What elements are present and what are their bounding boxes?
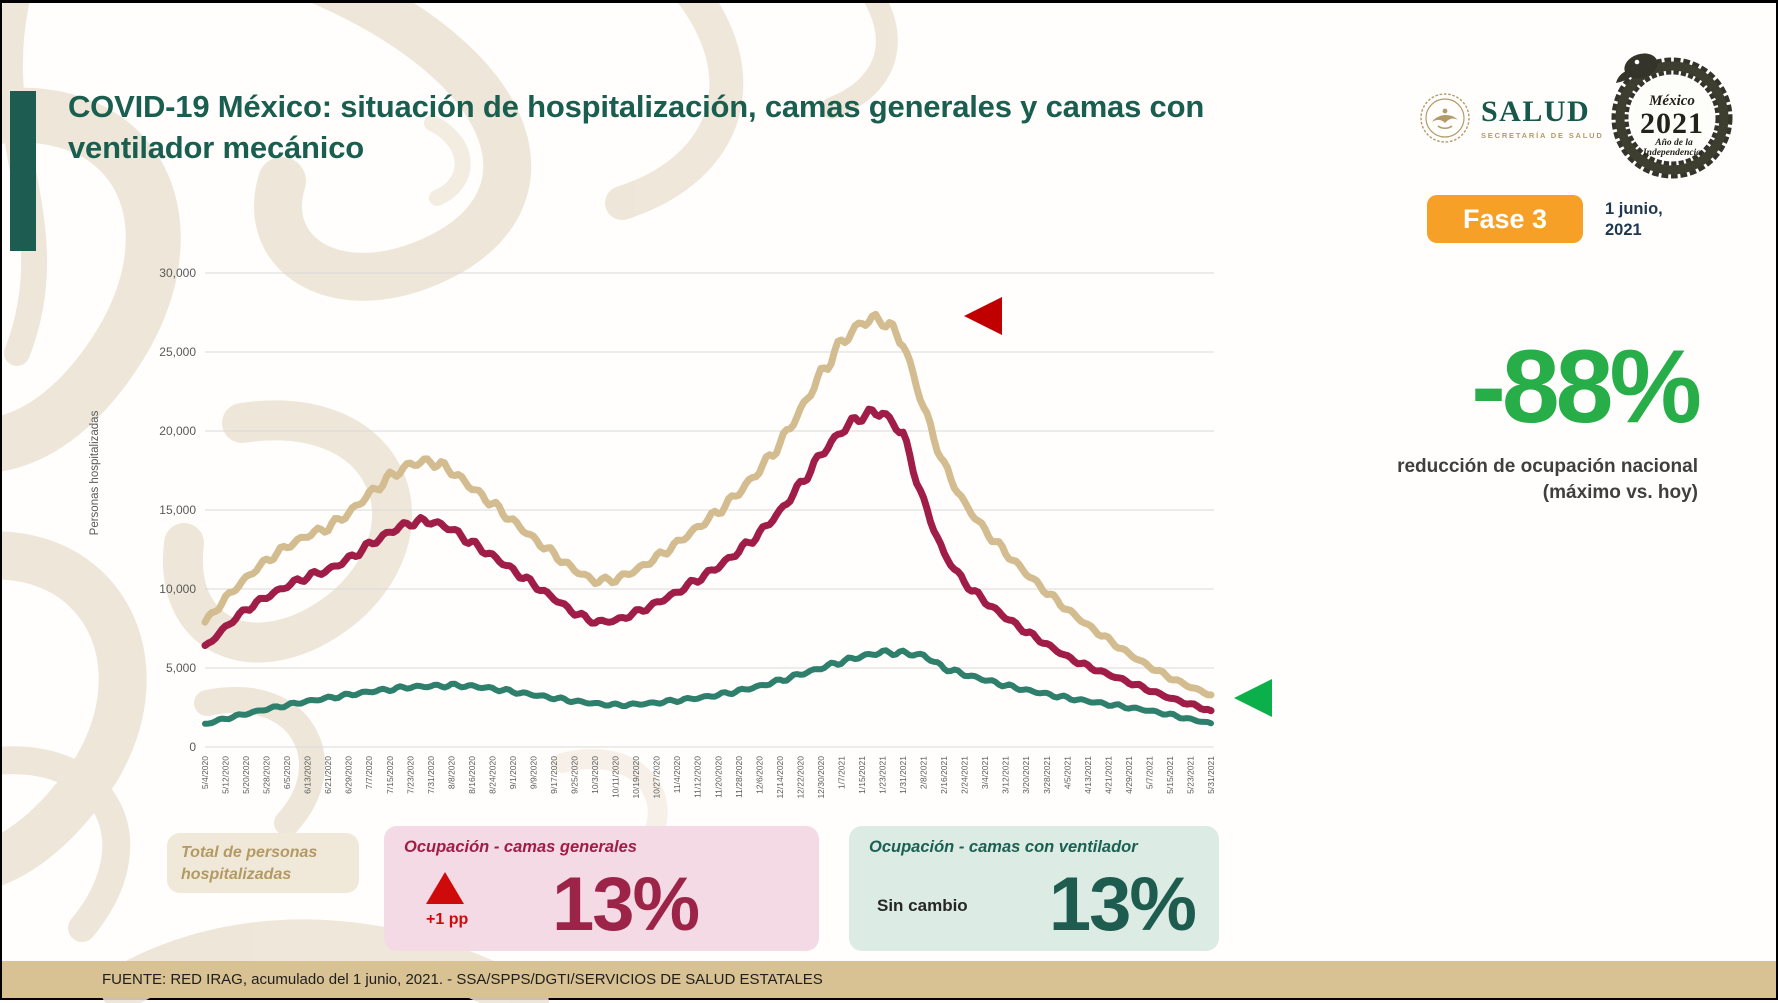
mexico-2021-line1: México xyxy=(1648,93,1695,109)
svg-text:9/1/2020: 9/1/2020 xyxy=(508,756,518,789)
svg-text:9/17/2020: 9/17/2020 xyxy=(549,756,559,794)
salud-eagle-emblem-icon xyxy=(1420,93,1470,143)
svg-text:12/6/2020: 12/6/2020 xyxy=(754,756,764,794)
report-date: 1 junio, 2021 xyxy=(1605,199,1663,240)
svg-text:0: 0 xyxy=(189,740,196,754)
svg-text:10/19/2020: 10/19/2020 xyxy=(631,756,641,799)
svg-text:5/28/2020: 5/28/2020 xyxy=(262,756,272,794)
svg-text:2/24/2021: 2/24/2021 xyxy=(960,756,970,794)
card-generales-change-label: +1 pp xyxy=(426,911,469,928)
salud-logo: SALUD SECRETARÍA DE SALUD xyxy=(1418,91,1604,145)
footer-source-text: FUENTE: RED IRAG, acumulado del 1 junio,… xyxy=(102,971,823,988)
max-arrow-icon xyxy=(964,297,1002,335)
svg-text:10/3/2020: 10/3/2020 xyxy=(590,756,600,794)
highlight-value: -88% xyxy=(1471,329,1702,445)
svg-text:5/12/2020: 5/12/2020 xyxy=(221,756,231,794)
svg-text:12/22/2020: 12/22/2020 xyxy=(795,756,805,799)
svg-text:6/21/2020: 6/21/2020 xyxy=(323,756,333,794)
svg-text:5/20/2020: 5/20/2020 xyxy=(241,756,251,794)
svg-text:2/16/2021: 2/16/2021 xyxy=(939,756,949,794)
svg-text:7/23/2020: 7/23/2020 xyxy=(405,756,415,794)
svg-text:3/28/2021: 3/28/2021 xyxy=(1042,756,1052,794)
svg-text:1/7/2021: 1/7/2021 xyxy=(836,756,846,789)
card-camas-generales: Ocupación - camas generales +1 pp 13% xyxy=(384,826,819,951)
svg-text:5,000: 5,000 xyxy=(166,661,196,675)
svg-text:9/9/2020: 9/9/2020 xyxy=(529,756,539,789)
svg-text:1/31/2021: 1/31/2021 xyxy=(898,756,908,794)
mexico-2021-logo: México 2021 Año de la Independencia xyxy=(1611,53,1733,179)
svg-text:3/12/2021: 3/12/2021 xyxy=(1001,756,1011,794)
card-camas-ventilador: Ocupación - camas con ventilador Sin cam… xyxy=(849,826,1219,951)
svg-text:7/15/2020: 7/15/2020 xyxy=(385,756,395,794)
svg-text:25,000: 25,000 xyxy=(159,345,196,359)
today-arrow-icon xyxy=(1234,679,1272,717)
salud-wordmark: SALUD xyxy=(1481,94,1591,128)
svg-text:3/20/2021: 3/20/2021 xyxy=(1021,756,1031,794)
card-generales-title: Ocupación - camas generales xyxy=(404,838,637,856)
mexico-2021-line2: 2021 xyxy=(1640,107,1704,140)
svg-text:12/14/2020: 12/14/2020 xyxy=(775,756,785,799)
y-axis-title: Personas hospitalizadas xyxy=(89,410,101,536)
svg-text:4/13/2021: 4/13/2021 xyxy=(1083,756,1093,794)
svg-text:8/24/2020: 8/24/2020 xyxy=(487,756,497,794)
page-title: COVID-19 México: situación de hospitaliz… xyxy=(68,89,1205,165)
report-date-line2: 2021 xyxy=(1605,220,1642,239)
accent-bar xyxy=(10,91,36,251)
svg-text:10/27/2020: 10/27/2020 xyxy=(652,756,662,799)
card-generales-change: +1 pp xyxy=(426,872,468,929)
svg-text:7/31/2020: 7/31/2020 xyxy=(426,756,436,794)
card-ventilador-value: 13% xyxy=(1048,862,1197,947)
fase-badge-label: Fase 3 xyxy=(1462,203,1548,234)
svg-text:7/7/2020: 7/7/2020 xyxy=(364,756,374,789)
svg-text:1/15/2021: 1/15/2021 xyxy=(857,756,867,794)
svg-text:5/7/2021: 5/7/2021 xyxy=(1144,756,1154,789)
svg-text:11/20/2020: 11/20/2020 xyxy=(713,756,723,798)
svg-text:11/4/2020: 11/4/2020 xyxy=(672,756,682,793)
svg-text:10/11/2020: 10/11/2020 xyxy=(611,756,621,798)
svg-text:5/31/2021: 5/31/2021 xyxy=(1206,756,1216,794)
svg-text:10,000: 10,000 xyxy=(159,582,196,596)
highlight-caption-line1: reducción de ocupación nacional xyxy=(1397,456,1698,478)
salud-subtitle: SECRETARÍA DE SALUD xyxy=(1481,130,1604,140)
svg-text:5/15/2021: 5/15/2021 xyxy=(1165,756,1175,794)
fase-badge: Fase 3 xyxy=(1427,195,1583,243)
highlight-caption: reducción de ocupación nacional (máximo … xyxy=(1397,454,1698,505)
svg-text:4/5/2021: 4/5/2021 xyxy=(1062,756,1072,789)
svg-text:6/5/2020: 6/5/2020 xyxy=(282,756,292,789)
highlight-caption-line2: (máximo vs. hoy) xyxy=(1542,481,1698,503)
report-date-line1: 1 junio, xyxy=(1605,200,1663,218)
card-ventilador-change-label: Sin cambio xyxy=(877,896,968,915)
up-triangle-icon xyxy=(426,872,464,904)
svg-text:11/28/2020: 11/28/2020 xyxy=(734,756,744,798)
svg-text:8/16/2020: 8/16/2020 xyxy=(467,756,477,794)
svg-text:12/30/2020: 12/30/2020 xyxy=(816,756,826,799)
highlight-block: -88% reducción de ocupación nacional (má… xyxy=(1397,329,1702,505)
svg-text:6/13/2020: 6/13/2020 xyxy=(303,756,313,794)
svg-text:4/29/2021: 4/29/2021 xyxy=(1124,756,1134,794)
svg-text:9/25/2020: 9/25/2020 xyxy=(570,756,580,794)
svg-text:3/4/2021: 3/4/2021 xyxy=(980,756,990,789)
svg-text:5/23/2021: 5/23/2021 xyxy=(1186,756,1196,794)
hospitalization-chart: 0 5,000 10,000 15,000 20,000 25,000 30,000 5/4/… xyxy=(159,266,1272,799)
card-ventilador-title: Ocupación - camas con ventilador xyxy=(869,838,1138,856)
svg-text:5/4/2020: 5/4/2020 xyxy=(200,756,210,789)
mexico-2021-line4: Independencia xyxy=(1642,148,1701,158)
svg-text:2/8/2021: 2/8/2021 xyxy=(919,756,929,789)
card-total-title: Total de personas hospitalizadas xyxy=(181,844,318,883)
mexico-2021-line3: Año de la xyxy=(1654,138,1693,148)
svg-text:30,000: 30,000 xyxy=(159,266,196,280)
svg-text:15,000: 15,000 xyxy=(159,503,196,517)
svg-text:8/8/2020: 8/8/2020 xyxy=(446,756,456,789)
footer: FUENTE: RED IRAG, acumulado del 1 junio,… xyxy=(2,961,1776,998)
svg-text:1/23/2021: 1/23/2021 xyxy=(878,756,888,794)
svg-text:4/21/2021: 4/21/2021 xyxy=(1103,756,1113,794)
svg-text:6/29/2020: 6/29/2020 xyxy=(344,756,354,794)
card-total-hospitalizados: Total de personas hospitalizadas xyxy=(167,833,359,893)
svg-text:20,000: 20,000 xyxy=(159,424,196,438)
card-generales-value: 13% xyxy=(552,862,700,947)
svg-text:11/12/2020: 11/12/2020 xyxy=(693,756,703,798)
